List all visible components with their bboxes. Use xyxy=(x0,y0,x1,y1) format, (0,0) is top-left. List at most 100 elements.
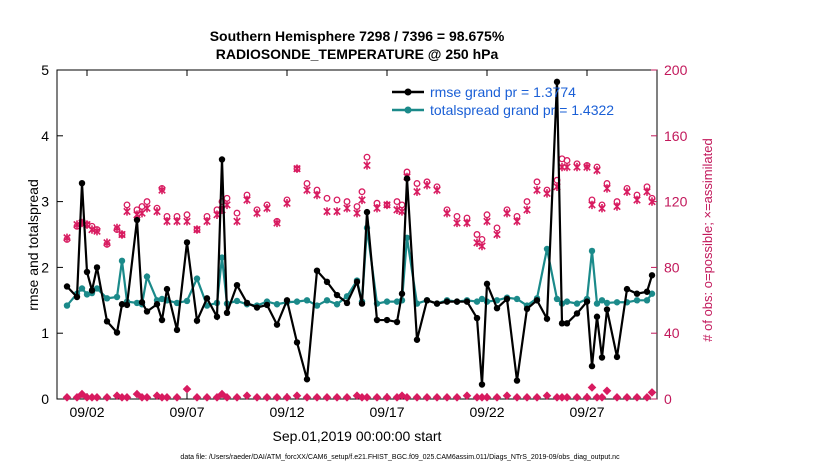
rmse-point xyxy=(243,299,251,307)
obs-assimilated-point xyxy=(103,238,111,247)
obs-rejected-point xyxy=(132,389,142,399)
x-tick-label: 09/07 xyxy=(169,404,204,420)
obs-assimilated-point xyxy=(603,184,611,193)
rmse-point xyxy=(598,354,606,361)
rmse-point xyxy=(83,268,91,276)
obs-possible-point xyxy=(233,209,241,217)
rmse-point xyxy=(483,280,491,288)
y-axis-label: rmse and totalspread xyxy=(25,179,41,311)
obs-assimilated-point xyxy=(63,233,71,242)
totalspread-point xyxy=(233,297,241,305)
obs-assimilated-point xyxy=(503,208,511,218)
obs-assimilated-point xyxy=(543,189,551,198)
obs-assimilated-point xyxy=(343,203,351,213)
obs-assimilated-point xyxy=(563,162,571,172)
rmse-point xyxy=(133,216,141,224)
rmse-point xyxy=(293,339,301,346)
y-right-tick-label: 120 xyxy=(664,194,688,210)
totalspread-point xyxy=(588,247,596,255)
obs-assimilated-point xyxy=(423,180,431,190)
rmse-point xyxy=(383,316,391,324)
rmse-point xyxy=(138,299,146,306)
obs-possible-point xyxy=(138,203,146,210)
rmse-point xyxy=(648,272,656,279)
obs-assimilated-point xyxy=(253,208,261,218)
obs-rejected-point xyxy=(422,393,432,402)
obs-rejected-point xyxy=(587,383,597,392)
x-tick-label: 09/02 xyxy=(69,404,104,420)
rmse-point xyxy=(603,306,611,313)
totalspread-point xyxy=(118,257,126,265)
rmse-point xyxy=(523,305,531,313)
rmse-point xyxy=(313,267,321,274)
obs-rejected-point xyxy=(482,393,492,402)
rmse-point xyxy=(543,315,551,322)
obs-rejected-point xyxy=(172,393,182,402)
rmse-point xyxy=(553,78,561,86)
totalspread-point xyxy=(393,298,401,305)
totalspread-point xyxy=(563,298,571,305)
y-tick-label: 5 xyxy=(41,62,49,78)
totalspread-point xyxy=(553,295,561,303)
obs-rejected-point xyxy=(402,393,412,402)
rmse-point xyxy=(393,318,401,326)
footer-data-file: data file: /Users/raeder/DAI/ATM_forcXX/… xyxy=(180,454,620,461)
obs-assimilated-point xyxy=(398,207,406,216)
obs-rejected-point xyxy=(512,393,522,402)
obs-assimilated-point xyxy=(183,217,191,226)
totalspread-point xyxy=(633,297,641,304)
totalspread-point xyxy=(473,298,481,305)
totalspread-point xyxy=(273,301,281,308)
rmse-point xyxy=(403,175,411,182)
totalspread-point xyxy=(303,297,311,304)
totalspread-point xyxy=(613,299,621,306)
totalspread-point xyxy=(83,291,91,298)
obs-possible-point xyxy=(563,157,571,164)
chart-title: Southern Hemisphere 7298 / 7396 = 98.675… xyxy=(210,28,505,44)
obs-assimilated-point xyxy=(243,195,251,205)
rmse-point xyxy=(123,301,131,309)
x-tick-label: 09/17 xyxy=(369,404,404,420)
x-tick-label: 09/12 xyxy=(269,404,304,420)
obs-rejected-point xyxy=(222,393,232,402)
obs-rejected-point xyxy=(582,393,592,402)
rmse-point xyxy=(593,313,601,320)
obs-assimilated-point xyxy=(193,225,201,234)
legend: rmse grand pr = 1.3774 totalspread grand… xyxy=(392,84,614,118)
obs-assimilated-point xyxy=(473,238,481,247)
obs-possible-point xyxy=(393,198,401,206)
obs-rejected-point xyxy=(612,393,622,402)
obs-assimilated-point xyxy=(588,200,596,210)
totalspread-point xyxy=(478,295,486,303)
obs-rejected-point xyxy=(62,393,72,402)
y-axis-right-label: # of obs: o=possible; ×=assimilated xyxy=(700,138,715,341)
obs-possible-point xyxy=(473,231,481,238)
obs-assimilated-point xyxy=(598,203,606,213)
obs-assimilated-point xyxy=(88,225,96,234)
rmse-point xyxy=(478,381,486,388)
obs-rejected-point xyxy=(102,393,112,402)
obs-rejected-point xyxy=(562,393,572,402)
obs-assimilated-point xyxy=(113,223,121,233)
rmse-point xyxy=(193,317,201,324)
obs-assimilated-point xyxy=(273,218,281,228)
totalspread-point xyxy=(93,285,101,292)
rmse-point xyxy=(433,300,441,307)
rmse-point xyxy=(233,281,241,289)
x-axis-label: Sep.01,2019 00:00:00 start xyxy=(273,428,442,444)
rmse-point xyxy=(533,297,541,304)
obs-assimilated-point xyxy=(453,218,461,228)
obs-rejected-point xyxy=(452,393,462,402)
rmse-point xyxy=(103,318,111,325)
obs-assimilated-point xyxy=(173,217,181,226)
y-tick-label: 0 xyxy=(41,391,49,407)
obs-possible-point xyxy=(303,180,311,187)
totalspread-point xyxy=(643,297,651,304)
totalspread-point xyxy=(173,299,181,307)
rmse-point xyxy=(253,304,261,311)
obs-assimilated-point xyxy=(573,162,581,172)
obs-assimilated-point xyxy=(363,161,371,170)
obs-rejected-point xyxy=(152,391,162,401)
x-tick-label: 09/27 xyxy=(569,404,604,420)
obs-possible-point xyxy=(533,178,541,186)
